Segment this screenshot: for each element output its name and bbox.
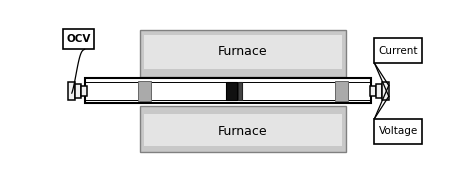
Bar	[68, 82, 75, 100]
Bar	[370, 86, 375, 96]
Bar	[63, 28, 94, 49]
Bar	[140, 106, 346, 152]
Bar	[144, 114, 342, 146]
Text: Current: Current	[379, 46, 418, 56]
Bar	[85, 78, 372, 103]
Bar	[335, 81, 347, 101]
Bar	[227, 82, 237, 100]
Bar	[374, 119, 422, 144]
Text: Furnace: Furnace	[218, 45, 268, 58]
Text: OCV: OCV	[66, 34, 91, 44]
Bar	[81, 86, 87, 96]
Bar	[75, 84, 82, 98]
Bar	[374, 38, 422, 63]
Bar	[138, 81, 151, 101]
Bar	[238, 82, 242, 100]
Text: Furnace: Furnace	[218, 125, 268, 138]
Bar	[144, 35, 342, 69]
Bar	[382, 82, 389, 100]
Bar	[140, 30, 346, 77]
Bar	[375, 84, 382, 98]
Text: Voltage: Voltage	[379, 126, 418, 136]
